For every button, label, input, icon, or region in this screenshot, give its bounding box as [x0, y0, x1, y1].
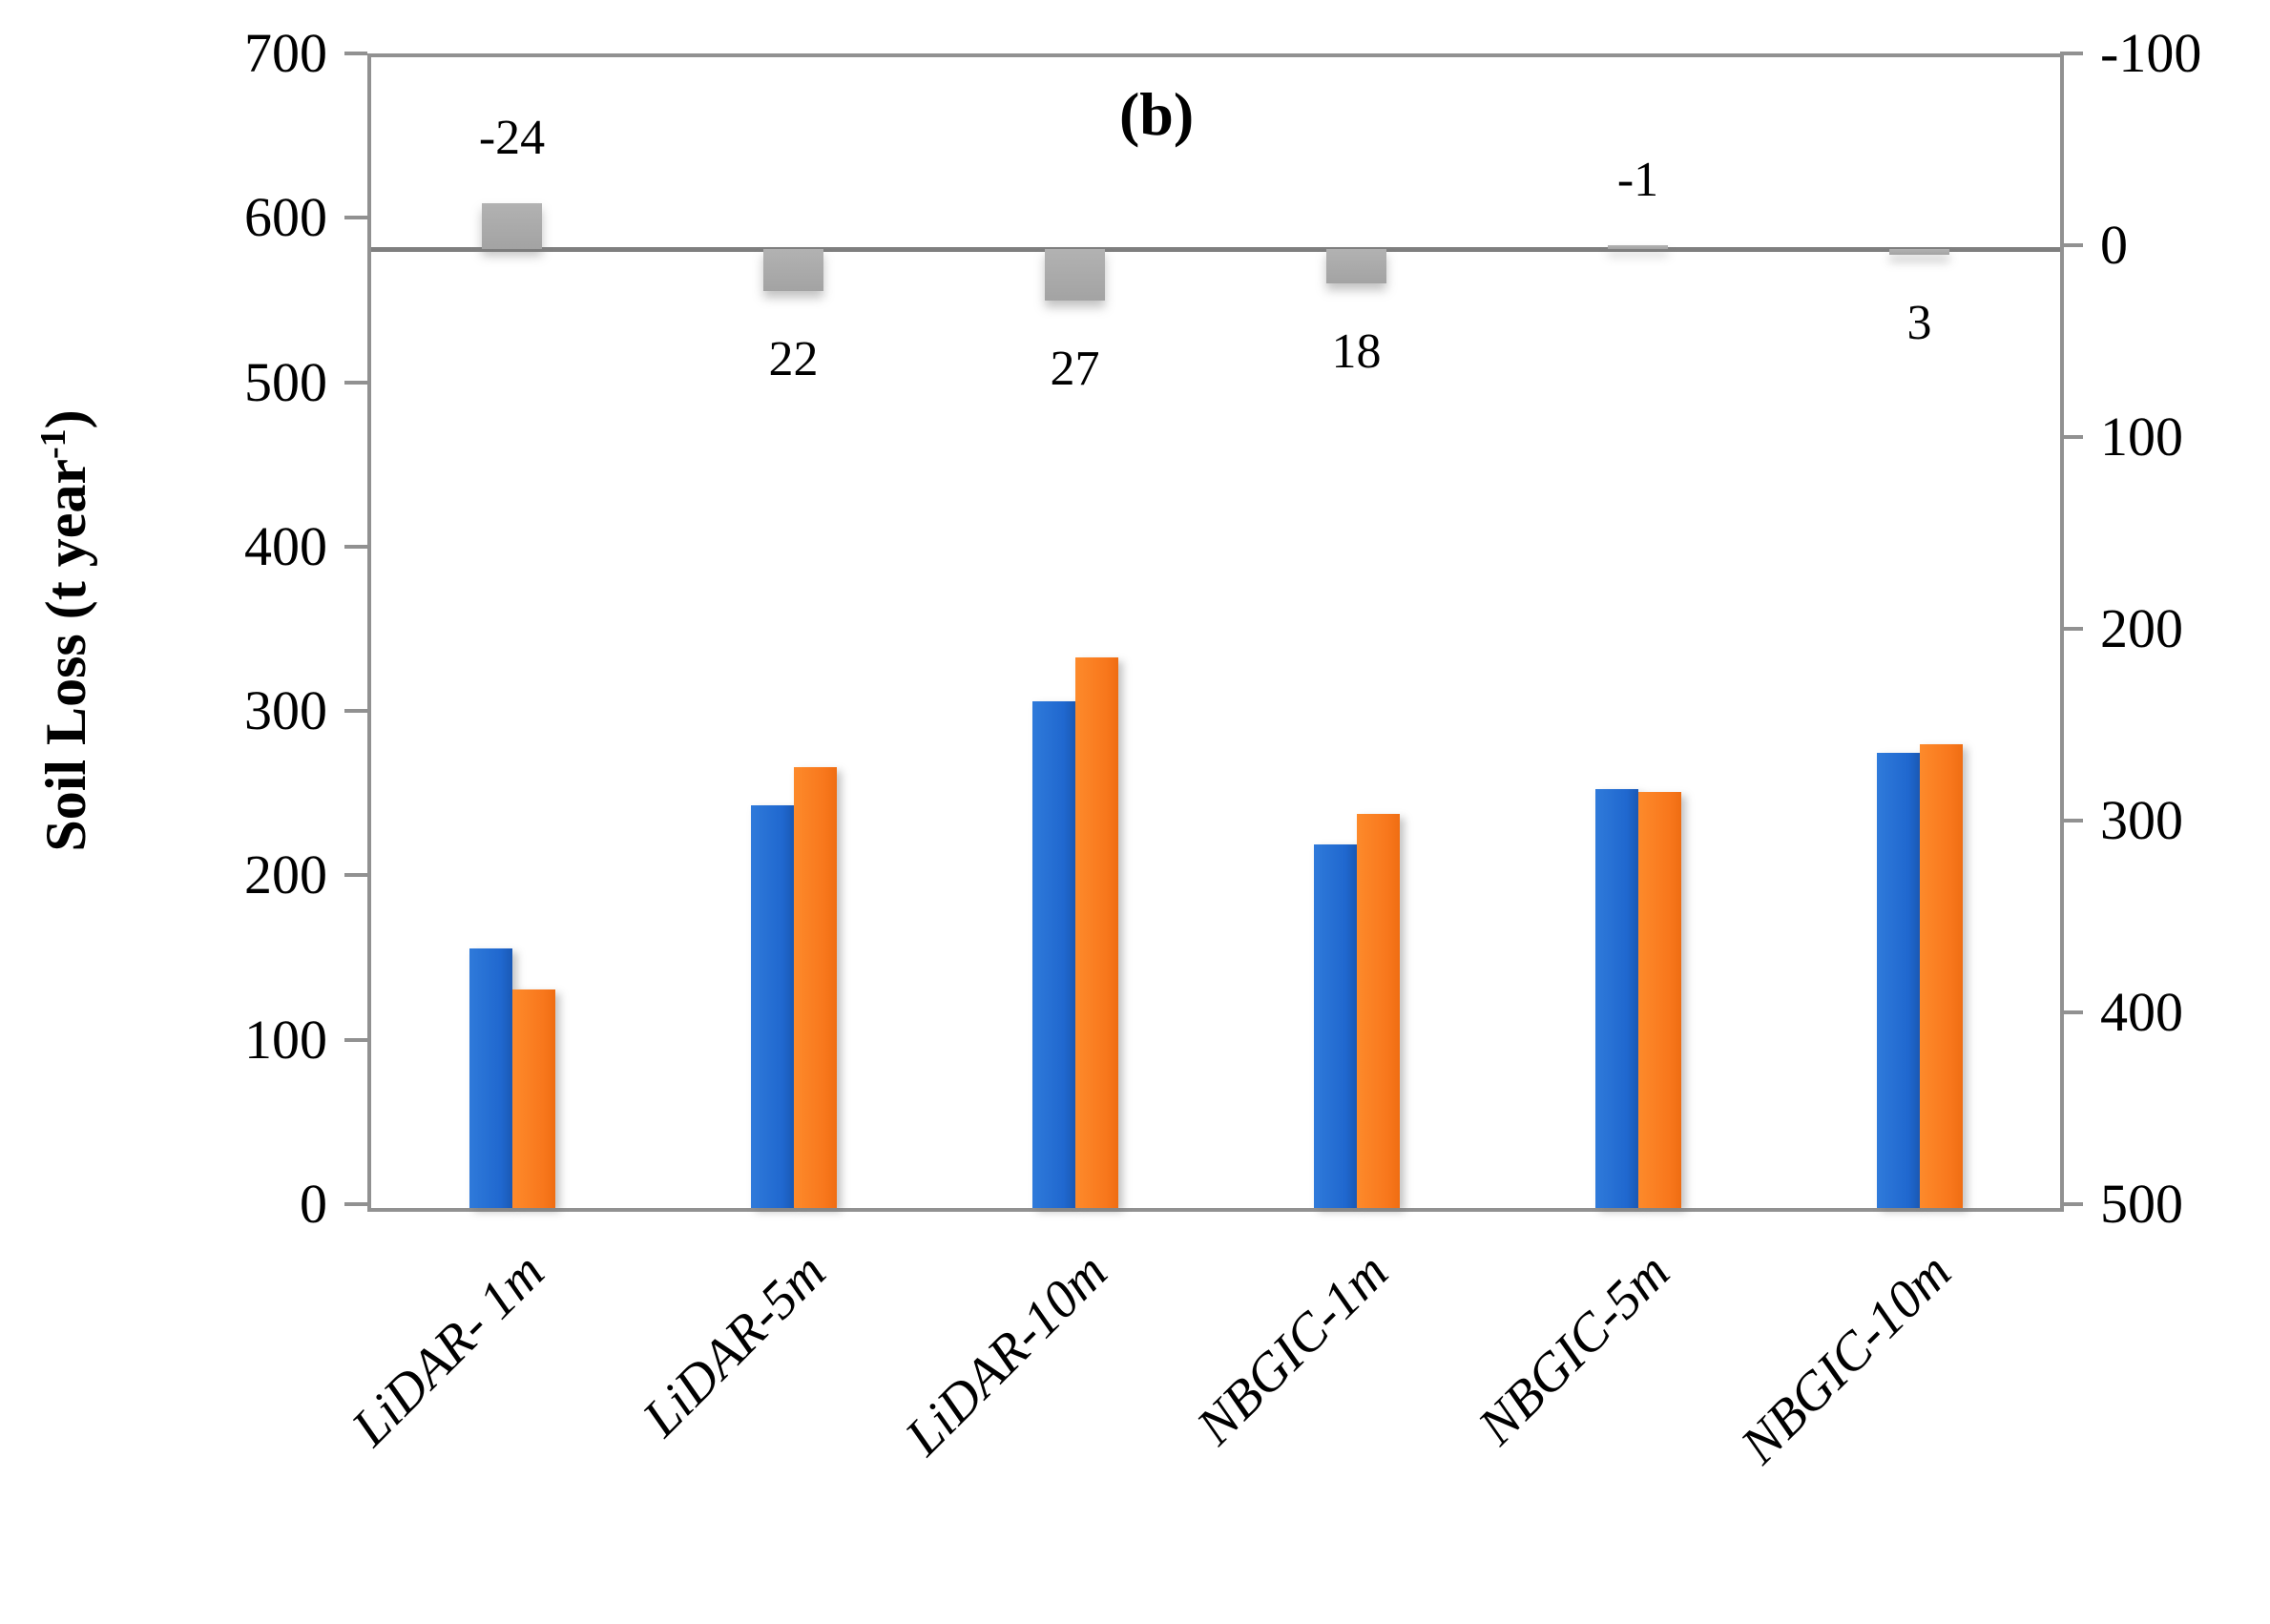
bar-blue-3 [1313, 844, 1357, 1208]
left-axis-tick-label-0: 0 [300, 1173, 327, 1235]
gray-bar-data-label-4: -1 [1616, 153, 1659, 207]
bar-gray-2 [1045, 249, 1105, 302]
left-axis-tick-0 [344, 1202, 367, 1206]
left-axis-tick-label-600: 600 [244, 186, 327, 249]
left-axis-tick-label-700: 700 [244, 22, 327, 84]
left-axis-tick-label-200: 200 [244, 843, 327, 906]
right-axis-tick-label-500: 500 [2100, 1173, 2183, 1235]
right-axis-tick-300 [2060, 819, 2083, 822]
plot-area: (b) -24 22 27 18 -1 3 [367, 53, 2064, 1212]
x-axis-label-2: LiDAR-10m [893, 1241, 1119, 1468]
x-axis-label-3: NBGIC-1m [1186, 1241, 1401, 1457]
y-axis-title: Soil Loss (t year-1) [33, 325, 97, 936]
gray-bar-data-label-0: -24 [478, 110, 546, 165]
gray-bar-data-label-1: 22 [768, 332, 819, 387]
left-axis-tick-200 [344, 873, 367, 878]
bar-orange-1 [793, 767, 837, 1208]
bar-gray-4 [1608, 245, 1668, 249]
left-axis-tick-500 [344, 380, 367, 385]
bar-blue-1 [750, 804, 794, 1208]
right-axis-tick-500 [2060, 1202, 2083, 1206]
gray-bar-data-label-3: 18 [1331, 324, 1382, 380]
left-axis-tick-400 [344, 544, 367, 549]
x-axis-label-5: NBGIC-10m [1730, 1241, 1964, 1475]
bar-blue-5 [1876, 752, 1920, 1208]
left-axis-tick-label-300: 300 [244, 679, 327, 742]
panel-label: (b) [1118, 80, 1195, 148]
left-axis-tick-700 [344, 52, 367, 55]
x-axis-label-4: NBGIC-5m [1468, 1241, 1682, 1457]
right-axis-tick-label--100: -100 [2100, 22, 2202, 84]
left-axis-tick-label-100: 100 [244, 1008, 327, 1071]
right-axis-tick-label-200: 200 [2100, 597, 2183, 659]
bar-blue-4 [1594, 788, 1638, 1208]
right-axis-tick--100 [2060, 52, 2083, 55]
gray-bar-data-label-2: 27 [1050, 342, 1100, 397]
right-axis-tick-400 [2060, 1010, 2083, 1014]
right-axis-tick-label-300: 300 [2100, 789, 2183, 851]
gray-bar-data-label-5: 3 [1906, 296, 1932, 351]
right-axis-tick-0 [2060, 243, 2083, 247]
bar-orange-2 [1074, 656, 1118, 1208]
bar-orange-4 [1637, 792, 1681, 1208]
y-axis-title-superscript: -1 [33, 428, 73, 459]
left-axis-tick-label-500: 500 [244, 350, 327, 413]
right-axis-tick-100 [2060, 435, 2083, 439]
bar-blue-2 [1031, 701, 1075, 1208]
y-axis-title-suffix: ) [34, 409, 97, 429]
bar-orange-0 [511, 989, 555, 1208]
bar-orange-3 [1356, 813, 1400, 1208]
bar-orange-5 [1919, 744, 1963, 1208]
bar-gray-1 [763, 249, 823, 292]
y-axis-title-prefix: Soil Loss (t year [34, 459, 97, 852]
left-axis-tick-label-400: 400 [244, 514, 327, 577]
right-axis-tick-label-100: 100 [2100, 406, 2183, 468]
bar-gray-5 [1889, 249, 1949, 256]
left-axis-tick-300 [344, 709, 367, 714]
right-axis-tick-label-0: 0 [2100, 214, 2128, 276]
x-axis-label-0: LiDAR- 1m [340, 1241, 556, 1458]
bar-gray-3 [1326, 249, 1386, 284]
right-axis-tick-200 [2060, 627, 2083, 631]
bar-gray-0 [482, 202, 542, 249]
right-axis-tick-label-400: 400 [2100, 981, 2183, 1043]
left-axis-tick-600 [344, 216, 367, 220]
left-axis-tick-100 [344, 1037, 367, 1042]
x-axis-label-1: LiDAR-5m [631, 1241, 838, 1448]
bar-blue-0 [469, 947, 512, 1208]
right-axis-zero-line [371, 247, 2060, 252]
